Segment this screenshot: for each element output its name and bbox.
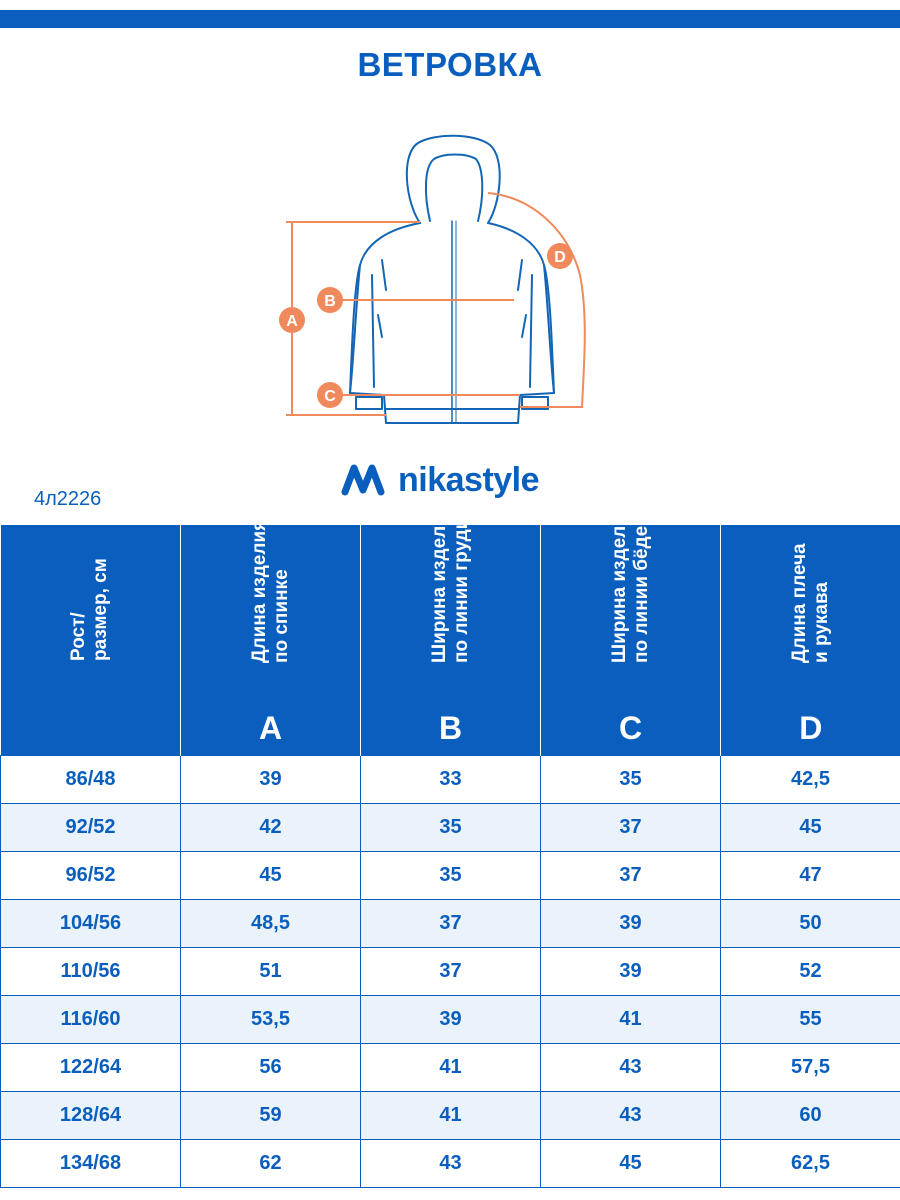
table-cell: 37 bbox=[540, 851, 721, 900]
svg-text:C: C bbox=[324, 388, 336, 405]
brand-logo: nikastyle bbox=[340, 455, 540, 505]
column-header-label: Ширина изделия по линии груди bbox=[428, 503, 472, 663]
table-cell: 45 bbox=[540, 1139, 721, 1188]
table-cell: 45 bbox=[180, 851, 361, 900]
table-cell: 37 bbox=[360, 947, 541, 996]
table-cell: 39 bbox=[540, 899, 721, 948]
table-cell: 52 bbox=[720, 947, 900, 996]
size-table: Рост/размер, см Длина изделия по спинке A Ши… bbox=[0, 503, 900, 1188]
marker-d: D bbox=[547, 243, 573, 269]
table-cell: 86/48 bbox=[0, 755, 181, 804]
table-cell: 37 bbox=[360, 899, 541, 948]
column-header: Ширина изделия по линии груди B bbox=[360, 503, 541, 756]
column-header-label: Длина плеча и рукава bbox=[788, 543, 832, 663]
table-row: 134/68 62 43 45 62,5 bbox=[0, 1139, 900, 1188]
table-cell: 39 bbox=[180, 755, 361, 804]
column-header-letter: A bbox=[258, 710, 283, 746]
table-cell: 92/52 bbox=[0, 803, 181, 852]
table-cell: 43 bbox=[540, 1043, 721, 1092]
table-cell: 110/56 bbox=[0, 947, 181, 996]
table-cell: 50 bbox=[720, 899, 900, 948]
column-header: Ширина изделия по линии бёдер C bbox=[540, 503, 721, 756]
table-cell: 35 bbox=[360, 803, 541, 852]
table-cell: 47 bbox=[720, 851, 900, 900]
column-header-label: Длина изделия по спинке bbox=[248, 519, 292, 663]
table-cell: 42,5 bbox=[720, 755, 900, 804]
table-cell: 62 bbox=[180, 1139, 361, 1188]
jacket-diagram: A B C D bbox=[279, 134, 586, 424]
marker-a: A bbox=[279, 307, 305, 333]
table-cell: 43 bbox=[360, 1139, 541, 1188]
column-header: Длина плеча и рукава D bbox=[720, 525, 900, 756]
jacket-body bbox=[349, 222, 555, 424]
table-cell: 37 bbox=[540, 803, 721, 852]
table-cell: 122/64 bbox=[0, 1043, 181, 1092]
table-cell: 39 bbox=[360, 995, 541, 1044]
table-cell: 41 bbox=[540, 995, 721, 1044]
table-row: 128/64 59 41 43 60 bbox=[0, 1091, 900, 1140]
table-cell: 57,5 bbox=[720, 1043, 900, 1092]
marker-b: B bbox=[317, 287, 343, 313]
page-title: ВЕТРОВКА bbox=[357, 46, 543, 83]
nikastyle-logo-icon bbox=[341, 464, 385, 496]
table-cell: 35 bbox=[360, 851, 541, 900]
measure-line-d bbox=[487, 192, 586, 408]
table-cell: 53,5 bbox=[180, 995, 361, 1044]
table-cell: 56 bbox=[180, 1043, 361, 1092]
table-cell: 35 bbox=[540, 755, 721, 804]
table-cell: 60 bbox=[720, 1091, 900, 1140]
table-cell: 41 bbox=[360, 1043, 541, 1092]
article-number: 4л2226 bbox=[34, 488, 102, 510]
table-cell: 55 bbox=[720, 995, 900, 1044]
table-cell: 39 bbox=[540, 947, 721, 996]
table-cell: 116/60 bbox=[0, 995, 181, 1044]
svg-text:B: B bbox=[324, 293, 336, 310]
table-row: 110/56 51 37 39 52 bbox=[0, 947, 900, 996]
table-cell: 62,5 bbox=[720, 1139, 900, 1188]
table-cell: 41 bbox=[360, 1091, 541, 1140]
table-cell: 59 bbox=[180, 1091, 361, 1140]
table-cell: 45 bbox=[720, 803, 900, 852]
table-cell: 43 bbox=[540, 1091, 721, 1140]
table-cell: 51 bbox=[180, 947, 361, 996]
table-row: 86/48 39 33 35 42,5 bbox=[0, 755, 900, 804]
table-cell: 96/52 bbox=[0, 851, 181, 900]
table-row: 104/56 48,5 37 39 50 bbox=[0, 899, 900, 948]
table-cell: 42 bbox=[180, 803, 361, 852]
svg-text:A: A bbox=[286, 313, 298, 330]
table-cell: 128/64 bbox=[0, 1091, 181, 1140]
column-header-label: Ширина изделия по линии бёдер bbox=[608, 503, 652, 663]
table-cell: 104/56 bbox=[0, 899, 181, 948]
table-row: 92/52 42 35 37 45 bbox=[0, 803, 900, 852]
column-header-letter: D bbox=[799, 710, 823, 746]
table-row: 96/52 45 35 37 47 bbox=[0, 851, 900, 900]
column-header-letter: C bbox=[618, 710, 643, 746]
table-cell: 134/68 bbox=[0, 1139, 181, 1188]
marker-c: C bbox=[317, 382, 343, 408]
column-header-letter: B bbox=[438, 710, 463, 746]
jacket-hood bbox=[405, 134, 501, 224]
table-row: 122/64 56 41 43 57,5 bbox=[0, 1043, 900, 1092]
brand-name: nikastyle bbox=[398, 460, 540, 499]
table-row: 116/60 53,5 39 41 55 bbox=[0, 995, 900, 1044]
table-header-row: Рост/размер, см Длина изделия по спинке A Ши… bbox=[0, 503, 900, 756]
column-header-label: Рост/размер, см bbox=[68, 558, 112, 661]
top-bar bbox=[0, 10, 900, 28]
column-header: Рост/размер, см bbox=[0, 525, 181, 756]
table-cell: 48,5 bbox=[180, 899, 361, 948]
svg-text:D: D bbox=[554, 249, 566, 266]
column-header: Длина изделия по спинке A bbox=[180, 520, 361, 756]
table-cell: 33 bbox=[360, 755, 541, 804]
